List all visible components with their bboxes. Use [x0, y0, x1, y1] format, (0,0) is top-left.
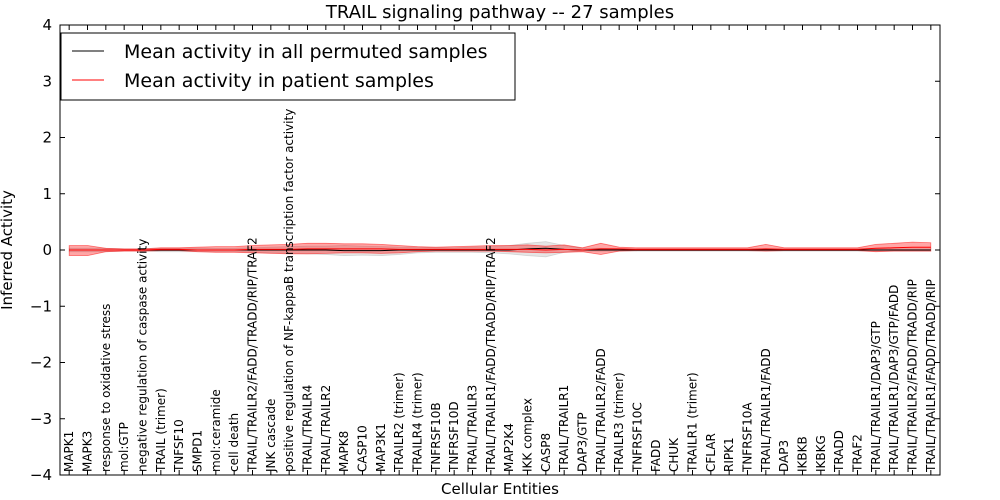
x-tick-label: TNFRSF10B [429, 402, 443, 473]
y-axis: −4 −3 −2 −1 0 1 2 3 4 [30, 16, 940, 484]
x-axis: MAPK1 MAPK3 response to oxidative stress mo… [62, 25, 938, 475]
series-lines [69, 246, 931, 252]
x-tick-label: cell death [227, 413, 241, 472]
x-tick-label: TNFRSF10C [631, 402, 645, 473]
y-axis-label: Inferred Activity [0, 190, 16, 310]
y-tick-label: 3 [42, 72, 52, 90]
legend-box [60, 32, 516, 101]
x-tick-label: DAP3 [777, 440, 791, 472]
x-tick-label: TRAILR1 (trimer) [686, 372, 700, 473]
x-tick-label: TRADD [832, 430, 846, 473]
x-tick-label: response to oxidative stress [99, 304, 113, 472]
y-tick-label: 1 [42, 185, 52, 203]
x-tick-label: MAP2K4 [502, 423, 516, 472]
band-patient [68, 241, 932, 256]
x-tick-label: TRAF2 [851, 434, 865, 473]
x-tick-label: mol:GTP [117, 422, 131, 472]
x-tick-label: IKK complex [521, 398, 535, 472]
x-tick-label: MAP3K1 [374, 423, 388, 472]
x-tick-label: TRAIL/TRAILR2 [319, 385, 333, 473]
y-tick-label: −3 [30, 410, 52, 428]
x-tick-label: TRAILR4 (trimer) [411, 372, 425, 473]
x-tick-label: TRAIL/TRAILR2/FADD/TRADD/RIP/TRAF2 [246, 237, 260, 473]
y-tick-label: 4 [42, 16, 52, 34]
x-tick-label: TRAIL/TRAILR2/FADD [594, 348, 608, 473]
x-tick-label: TRAIL/TRAILR1/FADD/TRADD/RIP [924, 279, 938, 473]
x-tick-label: TNFRSF10A [741, 402, 755, 473]
x-tick-label: TRAIL/TRAILR1 [557, 385, 571, 473]
legend-label-permuted: Mean activity in all permuted samples [124, 41, 487, 63]
x-tick-label: MAPK3 [81, 431, 95, 472]
line-patient [69, 246, 931, 251]
x-tick-label: MAPK1 [62, 431, 76, 472]
x-tick-label: CASP10 [356, 425, 370, 472]
x-tick-label: TNFRSF10D [447, 401, 461, 473]
chart-title: TRAIL signaling pathway -- 27 samples [325, 2, 674, 23]
x-tick-label: IKBKG [814, 435, 828, 472]
y-tick-label: 2 [42, 129, 52, 147]
x-tick-label: TRAIL/TRAILR1/DAP3/GTP [869, 321, 883, 473]
x-tick-label: TRAILR2 (trimer) [392, 372, 406, 473]
x-tick-label: JNK cascade [264, 399, 278, 473]
legend: Mean activity in all permuted samples Me… [60, 32, 516, 101]
y-tick-label: −2 [30, 354, 52, 372]
x-tick-label: TRAIL (trimer) [154, 388, 168, 473]
x-tick-label: mol:ceramide [209, 389, 223, 472]
x-tick-label: CHUK [667, 437, 681, 472]
y-tick-label: −4 [30, 466, 52, 484]
x-tick-label: DAP3/GTP [576, 412, 590, 472]
x-tick-label: FADD [649, 440, 663, 473]
x-tick-label: CFLAR [704, 433, 718, 472]
x-tick-label: TRAIL/TRAILR4 [301, 385, 315, 473]
legend-label-patient: Mean activity in patient samples [124, 70, 434, 92]
x-tick-label: TRAILR3 (trimer) [612, 372, 626, 473]
y-tick-label: 0 [42, 241, 52, 259]
x-tick-label: IKBKB [796, 436, 810, 472]
x-tick-label: SMPD1 [191, 430, 205, 472]
x-tick-label: RIPK1 [722, 437, 736, 472]
x-tick-label: TRAIL/TRAILR1/FADD [759, 348, 773, 473]
x-tick-label: negative regulation of caspase activity [136, 239, 150, 472]
x-tick-label: positive regulation of NF-kappaB transcr… [282, 109, 296, 472]
plot-frame [59, 24, 941, 476]
x-tick-label: TRAIL/TRAILR1/DAP3/GTP/FADD [887, 285, 901, 473]
x-tick-label: MAPK8 [337, 431, 351, 472]
x-tick-label: CASP8 [539, 433, 553, 472]
x-tick-label: TRAIL/TRAILR1/FADD/TRADD/RIP/TRAF2 [484, 237, 498, 473]
x-tick-label: TNFSF10 [172, 419, 186, 473]
x-tick-label: TRAIL/TRAILR3 [466, 385, 480, 473]
y-tick-label: −1 [30, 297, 52, 315]
x-tick-label: TRAIL/TRAILR2/FADD/TRADD/RIP [906, 279, 920, 473]
x-axis-label: Cellular Entities [441, 480, 559, 498]
